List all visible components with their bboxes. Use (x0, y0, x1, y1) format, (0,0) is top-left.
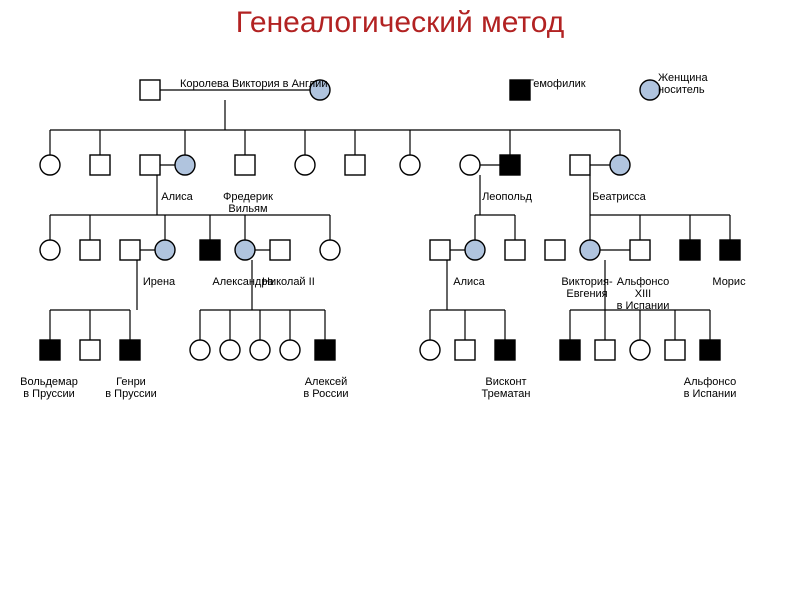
pedigree-node (420, 340, 440, 360)
pedigree-node (545, 240, 565, 260)
node-label: Генрив Пруссии (96, 376, 166, 400)
pedigree-node (80, 340, 100, 360)
pedigree-node (595, 340, 615, 360)
pedigree-node (120, 240, 140, 260)
node-label: Алексейв России (291, 376, 361, 400)
pedigree-node (505, 240, 525, 260)
pedigree-node (40, 240, 60, 260)
pedigree-node (400, 155, 420, 175)
node-label: Алиса (447, 276, 491, 288)
pedigree-node (90, 155, 110, 175)
pedigree-node (140, 155, 160, 175)
pedigree-node (630, 340, 650, 360)
pedigree-node (80, 240, 100, 260)
node-label: ВисконтТрематан (471, 376, 541, 400)
pedigree-node (560, 340, 580, 360)
pedigree-node (250, 340, 270, 360)
page-title: Генеалогический метод (0, 6, 800, 40)
pedigree-node (270, 240, 290, 260)
pedigree-node (465, 240, 485, 260)
pedigree-node (175, 155, 195, 175)
node-label: Леопольд (472, 191, 542, 203)
pedigree-node (315, 340, 335, 360)
pedigree-node (500, 155, 520, 175)
node-label: АльфонсоXIIIв Испании (606, 276, 680, 312)
pedigree-node (200, 240, 220, 260)
node-label: ФредерикВильям (213, 191, 283, 215)
node-label: Морис (704, 276, 754, 288)
pedigree-node (580, 240, 600, 260)
pedigree-diagram (0, 50, 800, 430)
pedigree-node (430, 240, 450, 260)
node-label: Гемофилик (528, 78, 608, 90)
pedigree-node (280, 340, 300, 360)
pedigree-node (235, 240, 255, 260)
node-label: Королева Виктория в Англии (180, 78, 380, 90)
pedigree-node (140, 80, 160, 100)
pedigree-node (680, 240, 700, 260)
pedigree-node (155, 240, 175, 260)
pedigree-node (455, 340, 475, 360)
pedigree-node (610, 155, 630, 175)
pedigree-node (700, 340, 720, 360)
pedigree-node (320, 240, 340, 260)
pedigree-node (665, 340, 685, 360)
node-label: Ирена (137, 276, 181, 288)
node-label: Женщинаноситель (658, 72, 748, 96)
node-label: Алиса (157, 191, 197, 203)
pedigree-node (345, 155, 365, 175)
node-label: Беатрисса (584, 191, 654, 203)
pedigree-node (235, 155, 255, 175)
node-label: Альфонсов Испании (672, 376, 748, 400)
pedigree-node (720, 240, 740, 260)
pedigree-node (630, 240, 650, 260)
node-label: Николай II (262, 276, 342, 288)
node-label: Вольдемарв Пруссии (12, 376, 86, 400)
pedigree-node (120, 340, 140, 360)
pedigree-node (220, 340, 240, 360)
pedigree-node (295, 155, 315, 175)
pedigree-node (190, 340, 210, 360)
pedigree-node (495, 340, 515, 360)
pedigree-node (40, 155, 60, 175)
pedigree-node (460, 155, 480, 175)
pedigree-node (640, 80, 660, 100)
pedigree-node (40, 340, 60, 360)
pedigree-node (570, 155, 590, 175)
pedigree-node (510, 80, 530, 100)
